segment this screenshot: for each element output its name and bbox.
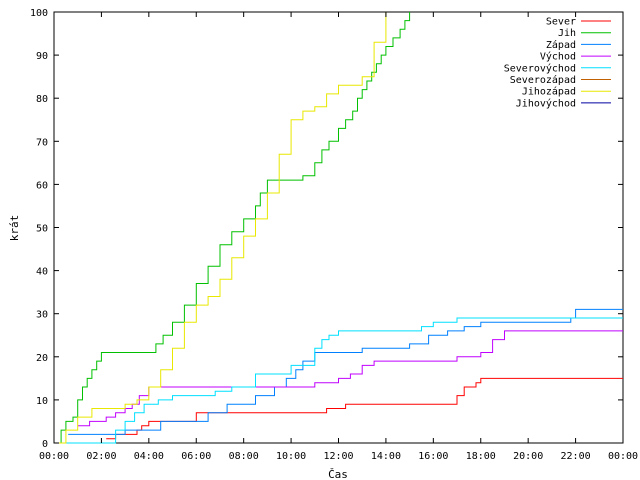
x-tick-label: 10:00 xyxy=(276,451,306,462)
y-tick-label: 20 xyxy=(36,353,48,364)
y-tick-label: 90 xyxy=(36,51,48,62)
y-axis-label: krát xyxy=(8,215,21,242)
x-tick-label: 14:00 xyxy=(371,451,401,462)
legend-label: Západ xyxy=(546,39,576,51)
series-line-6 xyxy=(54,12,387,444)
x-tick-label: 12:00 xyxy=(323,451,353,462)
y-tick-label: 10 xyxy=(36,396,48,407)
legend-label: Jihovýchod xyxy=(516,97,576,109)
y-tick-label: 60 xyxy=(36,180,48,191)
x-tick-label: 06:00 xyxy=(181,451,211,462)
legend-label: Jihozápad xyxy=(522,86,576,98)
x-tick-label: 16:00 xyxy=(418,451,448,462)
legend-label: Jih xyxy=(558,28,576,39)
x-tick-label: 08:00 xyxy=(229,451,259,462)
legend-label: Východ xyxy=(540,51,576,63)
x-tick-label: 18:00 xyxy=(466,451,496,462)
x-tick-label: 04:00 xyxy=(134,451,164,462)
legend: SeverJihZápadVýchodSeverovýchodSeverozáp… xyxy=(504,17,611,109)
series-line-4 xyxy=(61,317,623,444)
series-lines xyxy=(54,12,623,444)
legend-label: Severozápad xyxy=(510,74,576,86)
y-tick-label: 0 xyxy=(42,439,48,450)
y-tick-label: 30 xyxy=(36,310,48,321)
y-tick-label: 50 xyxy=(36,224,48,235)
x-tick-label: 00:00 xyxy=(39,451,69,462)
series-line-1 xyxy=(54,12,411,444)
x-tick-label: 02:00 xyxy=(86,451,116,462)
x-tick-label: 20:00 xyxy=(513,451,543,462)
axis-ticks: 00:00 02:00 04:00 06:00 08:00 10:00 12:00 14:00… xyxy=(30,8,638,462)
y-tick-label: 40 xyxy=(36,267,48,278)
y-tick-label: 70 xyxy=(36,137,48,148)
legend-label: Sever xyxy=(546,17,576,28)
x-tick-label: 00:00 xyxy=(608,451,638,462)
x-tick-label: 22:00 xyxy=(561,451,591,462)
series-line-3 xyxy=(77,330,623,427)
x-axis-label: Čas xyxy=(328,468,348,480)
y-tick-label: 100 xyxy=(30,8,48,19)
legend-label: Severovýchod xyxy=(504,62,576,74)
y-tick-label: 80 xyxy=(36,94,48,105)
series-line-2 xyxy=(68,308,623,435)
